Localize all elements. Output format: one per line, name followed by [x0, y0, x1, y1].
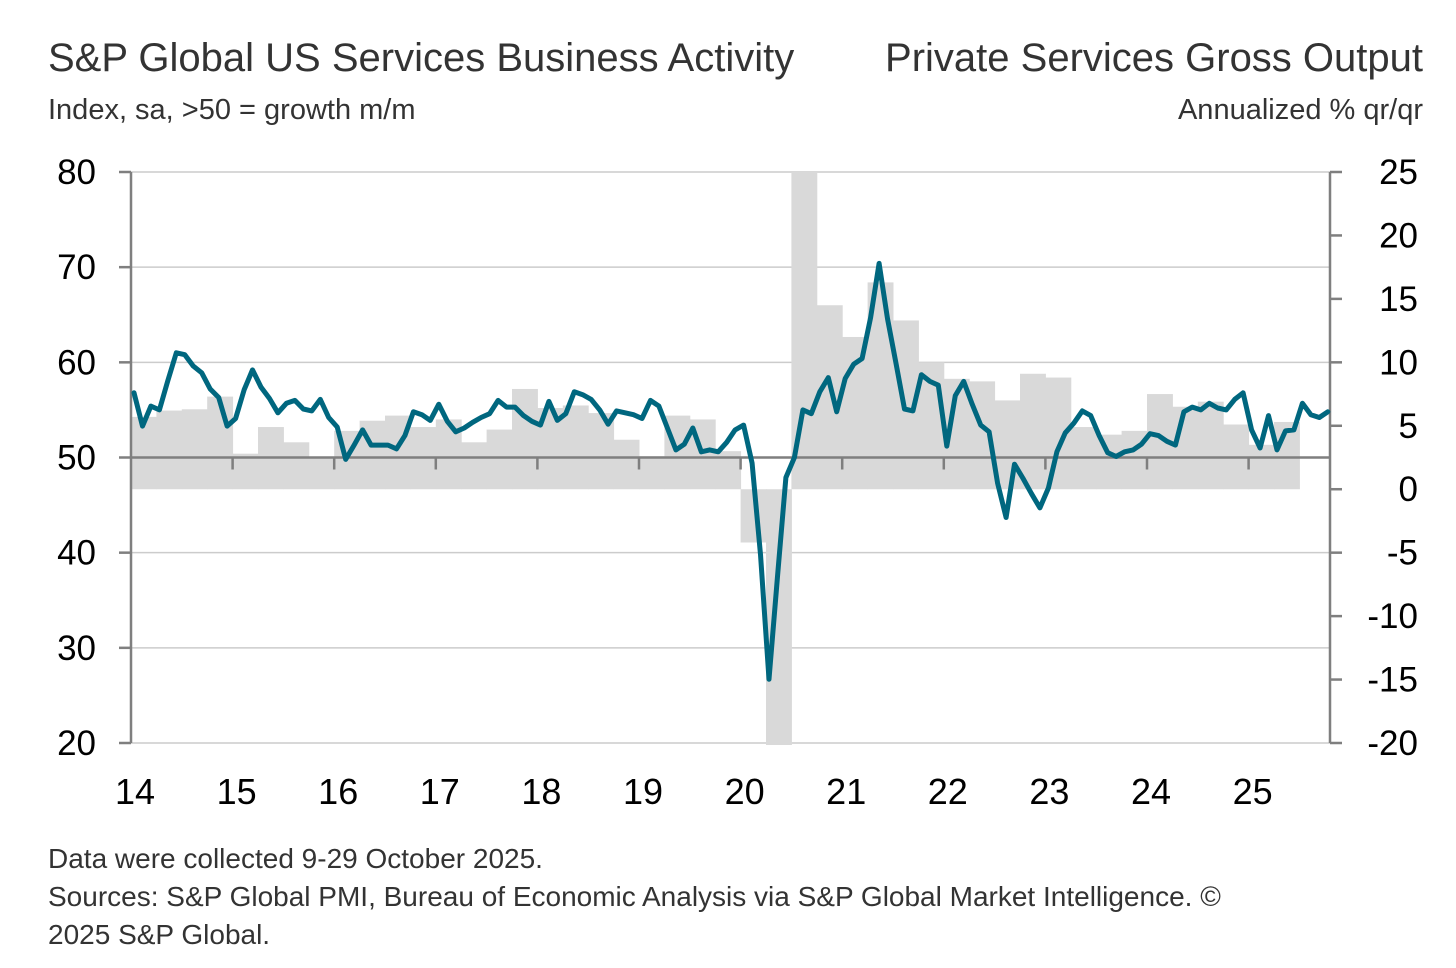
- left-axis-tick-label: 60: [57, 343, 96, 382]
- gross-output-bar: [156, 410, 183, 490]
- gross-output-bar: [639, 456, 665, 490]
- x-tick-label: 25: [1233, 771, 1273, 812]
- gross-output-bar: [283, 442, 310, 490]
- x-tick-label: 24: [1131, 771, 1171, 812]
- x-tick-label: 23: [1029, 771, 1069, 812]
- right-axis-tick-label: -15: [1367, 661, 1418, 700]
- gross-output-bar: [766, 489, 792, 745]
- footer-collection-note: Data were collected 9-29 October 2025.: [48, 843, 543, 874]
- right-axis-tick-label: -5: [1387, 534, 1418, 573]
- gross-output-bar: [512, 388, 538, 490]
- left-axis-tick-label: 70: [57, 248, 96, 287]
- gross-output-bar: [1172, 406, 1199, 490]
- gross-output-bar: [486, 429, 513, 490]
- footer-sources: Sources: S&P Global PMI, Bureau of Econo…: [48, 881, 1221, 912]
- x-tick-label: 21: [826, 771, 866, 812]
- gross-output-bar: [1020, 373, 1046, 490]
- left-axis-tick-label: 80: [57, 153, 96, 192]
- x-tick-label: 16: [318, 771, 358, 812]
- footer-copyright: 2025 S&P Global.: [48, 919, 271, 950]
- chart-title-right: Private Services Gross Output: [885, 36, 1423, 80]
- footer-notes: Data were collected 9-29 October 2025. S…: [48, 840, 1221, 954]
- x-tick-label: 14: [115, 771, 155, 812]
- x-tick-label: 20: [725, 771, 765, 812]
- left-axis-tick-label: 20: [57, 724, 96, 763]
- gross-output-bar: [613, 439, 640, 490]
- gross-output-bar: [232, 453, 259, 490]
- gross-output-bar: [308, 457, 335, 490]
- right-axis-tick-label: -20: [1367, 724, 1418, 763]
- gross-output-bar: [461, 442, 488, 490]
- gross-output-bar: [181, 409, 208, 490]
- x-tick-label: 22: [928, 771, 968, 812]
- right-axis-tick-label: 5: [1399, 407, 1418, 446]
- gross-output-bar: [1248, 444, 1275, 490]
- right-axis-tick-label: 20: [1379, 216, 1418, 255]
- right-axis-tick-label: 10: [1379, 343, 1418, 382]
- right-axis-subtitle: Annualized % qr/qr: [1177, 94, 1423, 126]
- left-axis-subtitle: Index, sa, >50 = growth m/m: [48, 94, 416, 126]
- x-tick-label: 18: [521, 771, 561, 812]
- x-tick-label: 17: [420, 771, 460, 812]
- left-axis-tick-label: 30: [57, 629, 96, 668]
- gross-output-bar: [562, 405, 589, 490]
- gross-output-bar: [1197, 401, 1224, 490]
- chart-title-left: S&P Global US Services Business Activity: [48, 36, 795, 80]
- gross-output-bar: [207, 396, 234, 490]
- right-axis-tick-label: 15: [1379, 280, 1418, 319]
- left-axis-tick-label: 50: [57, 439, 96, 478]
- x-tick-label: 19: [623, 771, 663, 812]
- left-axis-tick-label: 40: [57, 534, 96, 573]
- gross-output-bar: [994, 400, 1021, 490]
- gross-output-bar: [131, 416, 157, 490]
- right-axis-tick-label: 0: [1399, 470, 1418, 509]
- right-axis-tick-label: -10: [1367, 597, 1418, 636]
- services-pmi-line: [131, 260, 1331, 682]
- x-tick-label: 15: [217, 771, 257, 812]
- right-axis-tick-label: 25: [1379, 153, 1418, 192]
